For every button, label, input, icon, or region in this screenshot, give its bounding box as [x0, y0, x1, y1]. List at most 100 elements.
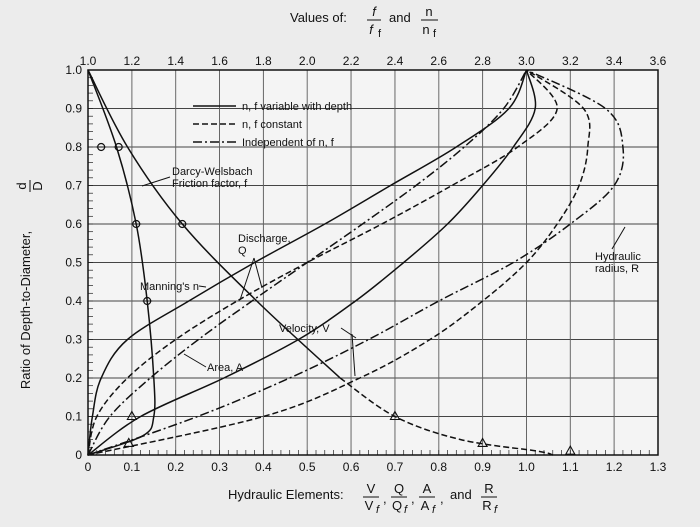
y-axis-label-text: Ratio of Depth-to-Diameter,: [18, 231, 33, 389]
x-axis-frac-sub: f: [432, 504, 436, 516]
x-tick-label: 0.9: [474, 460, 491, 474]
axes: 0 0.1 0.2 0.3 0.4 0.5 0.6 0.7 0.8 0.9 1.0 1.1 1.2 1.3…: [65, 54, 666, 474]
x-top-tick-label: 3.4: [606, 54, 623, 68]
x-top-tick-label: 1.8: [255, 54, 272, 68]
legend: n, f variable with depth n, f constant Ind…: [193, 101, 352, 149]
annotation-area-leader: [183, 353, 207, 368]
x-tick-label: 1.3: [650, 460, 667, 474]
x-top-tick-label: 1.4: [167, 54, 184, 68]
y-tick-label: 0.8: [65, 140, 82, 154]
annotation-darcy-leader: [141, 176, 171, 187]
annotation-hydraulic-line: radius, R: [595, 263, 639, 275]
title-frac2-num: n: [425, 4, 432, 19]
x-axis-label-prefix: Hydraulic Elements:: [228, 487, 344, 502]
triangle-marker: [389, 410, 401, 421]
annotation-manning-leader: [198, 285, 207, 288]
x-tick-label: 0.4: [255, 460, 272, 474]
x-top-tick-label: 1.0: [80, 54, 97, 68]
x-top-tick-label: 3.0: [518, 54, 535, 68]
triangle-marker: [123, 437, 135, 448]
x-tick-label: 0.2: [167, 460, 184, 474]
annotation-hydraulic-line: Hydraulic: [595, 251, 641, 263]
annotation-darcy-line: Darcy-Welsbach: [172, 166, 253, 178]
annotation-manning-line: Manning's n: [140, 281, 199, 293]
x-tick-label: 0.5: [299, 460, 316, 474]
y-tick-label: 0.9: [65, 102, 82, 116]
x-axis-label-conj: and: [450, 487, 472, 502]
title-conj: and: [389, 10, 411, 25]
series-layer: [87, 69, 625, 456]
title-prefix: Values of:: [290, 10, 347, 25]
x-top-tick-label: 2.2: [343, 54, 360, 68]
x-axis-frac-sub: f: [494, 504, 498, 516]
x-top-tick-label: 1.6: [211, 54, 228, 68]
x-tick-label: 1.0: [518, 460, 535, 474]
x-axis-frac-den: Q: [392, 498, 402, 513]
annotation-velocity: Velocity, V: [279, 323, 330, 335]
x-axis-frac-num: Q: [394, 481, 404, 496]
annotation-area: Area, A: [207, 362, 244, 374]
y-tick-label: 0.6: [65, 217, 82, 231]
plot-frame: [87, 69, 659, 456]
annotation-discharge-leader-2: [253, 257, 263, 289]
x-top-tick-label: 2.0: [299, 54, 316, 68]
y-tick-label: 0.5: [65, 256, 82, 270]
x-top-tick-label: 2.8: [474, 54, 491, 68]
x-axis-frac-num: R: [484, 481, 493, 496]
x-top-tick-label: 3.2: [562, 54, 579, 68]
y-tick-label: 0.2: [65, 371, 82, 385]
x-top-tick-label: 2.6: [430, 54, 447, 68]
annotation-velocity-leader-2: [351, 333, 356, 377]
x-top-tick-label: 1.2: [124, 54, 141, 68]
triangle-marker: [477, 437, 489, 448]
x-tick-label: 0.6: [343, 460, 360, 474]
y-tick-label: 0.4: [65, 294, 82, 308]
triangle-marker: [564, 445, 576, 455]
series-discharge-var: [87, 69, 528, 456]
y-axis-frac-num: d: [14, 182, 29, 189]
series-friction-tail: [339, 377, 554, 456]
legend-label: Independent of n, f: [242, 137, 335, 149]
x-axis-frac-comma: ,: [440, 491, 444, 506]
x-axis-frac-den: A: [421, 498, 430, 513]
annotation-velocity-leader: [340, 327, 357, 339]
x-tick-label: 0.1: [124, 460, 141, 474]
x-tick-label: 0.3: [211, 460, 228, 474]
title-frac2-sub: f: [433, 28, 437, 40]
y-tick-label: 0.1: [65, 410, 82, 424]
series-hydraulic-radius: [87, 69, 625, 456]
x-axis-frac-den: R: [482, 498, 491, 513]
x-axis-frac-sub: f: [404, 504, 408, 516]
x-tick-label: 0.7: [387, 460, 404, 474]
markers: [96, 142, 576, 455]
x-axis-frac-den: V: [365, 498, 374, 513]
legend-label: n, f variable with depth: [242, 101, 352, 113]
annotation-discharge-leader-1: [239, 257, 255, 301]
x-axis-frac-comma: ,: [411, 491, 415, 506]
annotation-hydraulic-leader: [611, 226, 626, 250]
x-tick-label: 1.1: [562, 460, 579, 474]
annotation-discharge: Discharge,Q: [238, 233, 291, 257]
x-top-tick-label: 2.4: [387, 54, 404, 68]
title-frac1-num: f: [372, 4, 377, 19]
legend-label: n, f constant: [242, 119, 302, 131]
title-frac1-sub: f: [378, 28, 382, 40]
annotation-velocity-line: Velocity, V: [279, 323, 330, 335]
title-frac1-den: f: [369, 22, 374, 37]
annotation-discharge-line: Discharge,: [238, 233, 291, 245]
annotation-manning: Manning's n: [140, 281, 199, 293]
triangle-marker: [126, 410, 138, 421]
x-axis-frac-comma: ,: [383, 491, 387, 506]
y-axis-label: Ratio of Depth-to-Diameter, d D: [14, 180, 45, 389]
y-tick-label: 0.7: [65, 179, 82, 193]
x-tick-label: 0.8: [430, 460, 447, 474]
y-axis-frac-den: D: [30, 181, 45, 190]
series-discharge-const: [87, 69, 558, 456]
series-velocity-var: [87, 69, 537, 456]
series-velocity-const: [87, 69, 591, 456]
